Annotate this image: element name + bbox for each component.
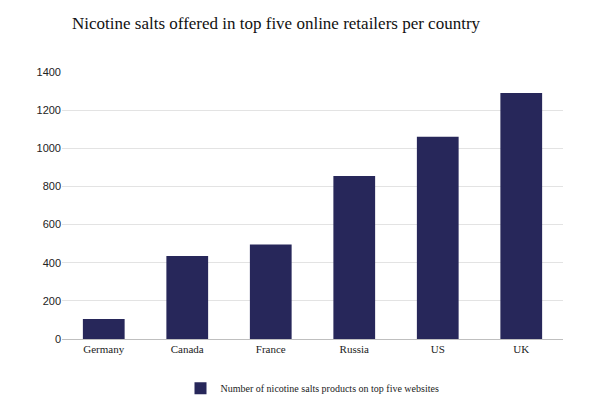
svg-text:Germany: Germany bbox=[83, 343, 124, 355]
svg-text:Nicotine salts offered in top: Nicotine salts offered in top five onlin… bbox=[72, 14, 481, 33]
svg-text:600: 600 bbox=[43, 218, 61, 230]
svg-text:0: 0 bbox=[55, 333, 61, 345]
svg-text:Number of nicotine salts produ: Number of nicotine salts products on top… bbox=[221, 383, 439, 394]
svg-text:400: 400 bbox=[43, 257, 61, 269]
svg-text:ECigIntelligence: ECigIntelligence bbox=[516, 413, 591, 415]
svg-text:Canada: Canada bbox=[171, 343, 204, 355]
svg-text:1400: 1400 bbox=[37, 66, 61, 78]
svg-text:1000: 1000 bbox=[37, 142, 61, 154]
svg-text:800: 800 bbox=[43, 180, 61, 192]
svg-text:US: US bbox=[431, 343, 445, 355]
svg-text:France: France bbox=[256, 343, 286, 355]
svg-text:200: 200 bbox=[43, 295, 61, 307]
svg-text:1200: 1200 bbox=[37, 104, 61, 116]
svg-text:UK: UK bbox=[513, 343, 529, 355]
svg-text:Russia: Russia bbox=[340, 343, 369, 355]
